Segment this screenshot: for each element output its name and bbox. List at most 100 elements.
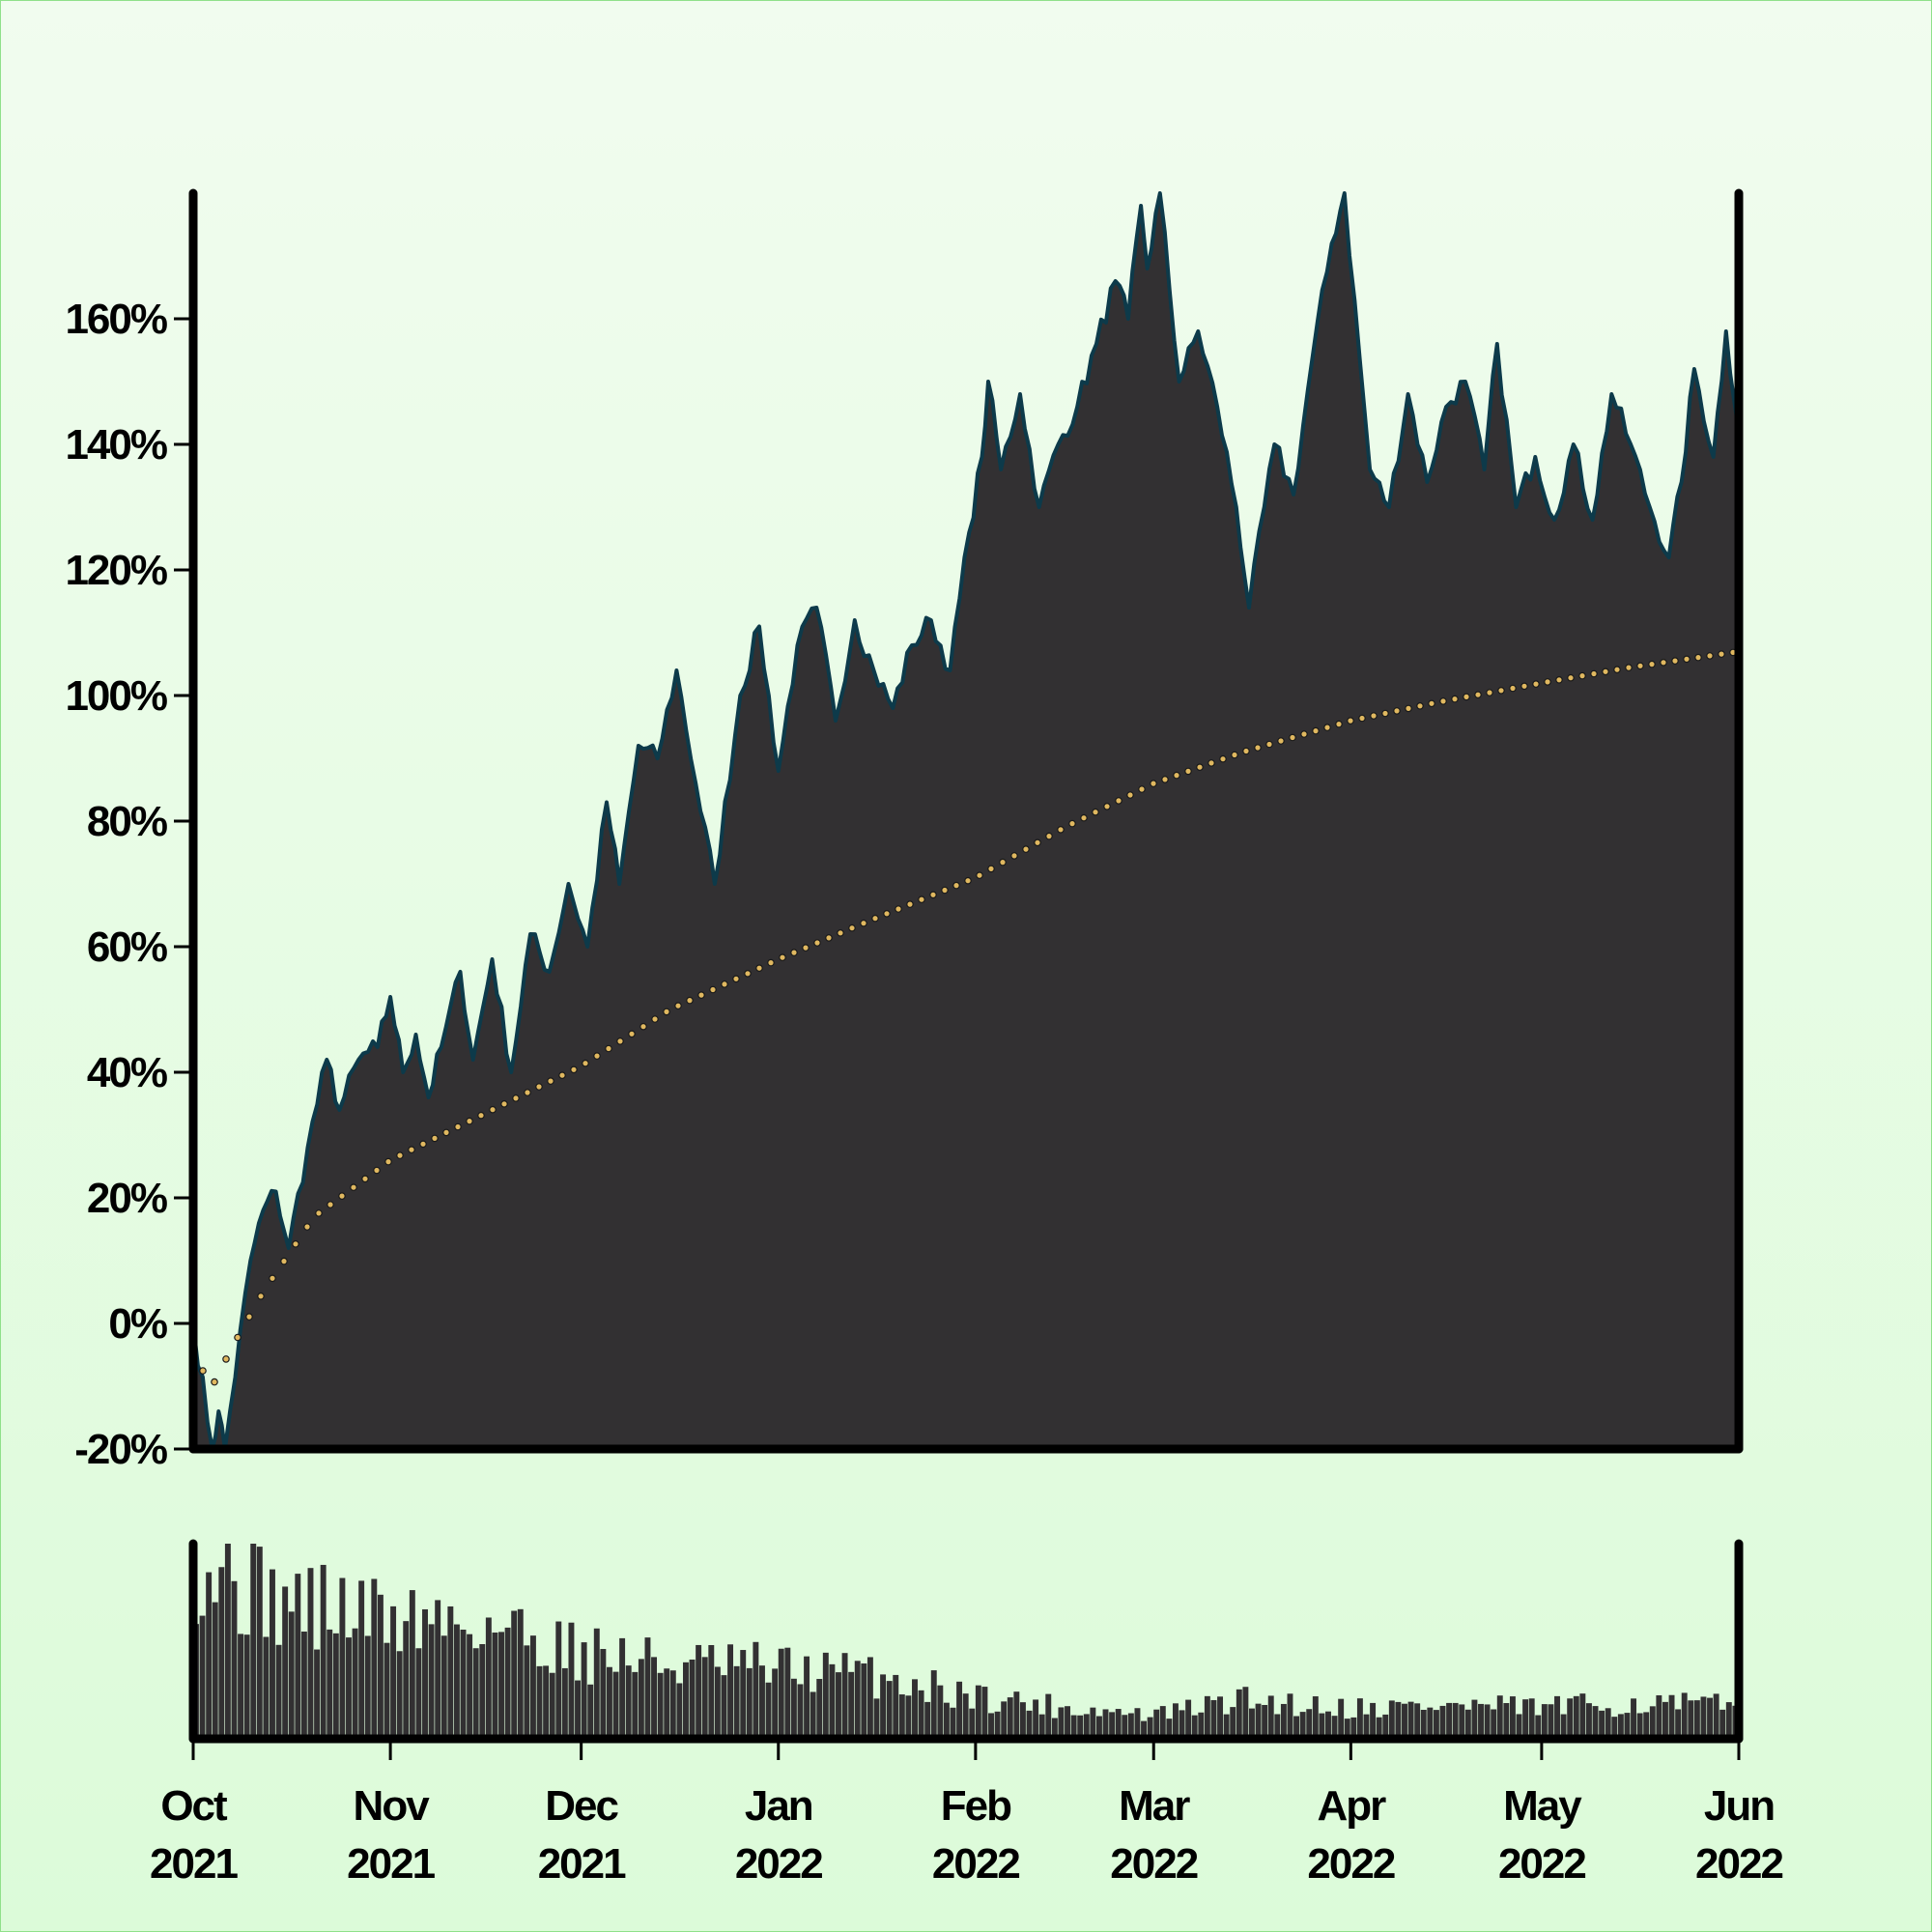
average-dot [338, 1192, 346, 1200]
average-dot [1103, 802, 1111, 810]
volume-bar [1255, 1703, 1262, 1739]
volume-bar [1605, 1708, 1611, 1739]
x-tick-month-label: Mar [1119, 1782, 1190, 1830]
average-dot [732, 975, 740, 983]
average-dot [303, 1223, 311, 1231]
volume-bar [1141, 1720, 1147, 1739]
volume-bar [288, 1611, 295, 1739]
x-tick-year-label: 2022 [735, 1840, 822, 1888]
volume-bar [714, 1666, 721, 1739]
average-dot [315, 1209, 323, 1217]
volume-bar [498, 1632, 504, 1739]
volume-bar [212, 1602, 218, 1739]
volume-bar [1509, 1696, 1516, 1739]
average-dot [976, 871, 983, 880]
volume-bar [1249, 1708, 1255, 1739]
volume-bar [587, 1684, 594, 1739]
volume-bar [1446, 1702, 1453, 1739]
price-line [191, 191, 1741, 1451]
average-dot [1532, 680, 1540, 688]
volume-bar [696, 1644, 702, 1739]
average-dot [860, 919, 867, 927]
volume-bar [600, 1649, 607, 1739]
volume-bar [950, 1707, 956, 1739]
x-tick-month-label: Jun [1704, 1782, 1774, 1830]
average-dot [1115, 797, 1122, 805]
volume-bar [1548, 1704, 1554, 1739]
volume-bar [479, 1644, 486, 1739]
volume-bar [1459, 1704, 1465, 1739]
volume-bar [1026, 1710, 1033, 1739]
average-dot [1381, 709, 1389, 718]
average-dot [1451, 695, 1459, 703]
volume-bar [854, 1661, 861, 1739]
average-dot [1254, 744, 1262, 752]
volume-bar [804, 1656, 810, 1739]
volume-bar [1471, 1699, 1478, 1739]
average-dot [396, 1151, 404, 1159]
volume-bar [320, 1564, 327, 1739]
volume-bar [753, 1641, 759, 1739]
y-tick-label: 80% [87, 798, 167, 845]
average-dot [848, 923, 856, 932]
volume-bar [561, 1667, 568, 1739]
volume-bar [638, 1659, 644, 1739]
y-tick-label: 60% [87, 923, 167, 971]
average-dot [1242, 747, 1250, 755]
average-dot [952, 881, 960, 890]
x-tick-year-label: 2022 [1307, 1840, 1394, 1888]
volume-bar [1560, 1714, 1567, 1739]
average-dot [906, 900, 914, 908]
volume-bar [485, 1617, 492, 1739]
volume-bar [524, 1645, 530, 1739]
volume-bar [1420, 1709, 1427, 1739]
volume-bar [1051, 1718, 1058, 1739]
average-dot [813, 939, 821, 947]
average-dot [222, 1355, 230, 1363]
y-tick-label: 0% [108, 1300, 166, 1348]
volume-bar [740, 1650, 747, 1739]
volume-bar [701, 1657, 708, 1739]
average-dot [454, 1122, 462, 1131]
volume-bar [1464, 1709, 1471, 1739]
average-dot [1173, 771, 1180, 780]
volume-bar [1636, 1713, 1643, 1739]
volume-bar [1388, 1700, 1395, 1739]
volume-bar [1452, 1702, 1459, 1739]
volume-bar [1198, 1712, 1205, 1739]
volume-bar [1693, 1700, 1700, 1739]
volume-bar [1115, 1709, 1122, 1739]
volume-bar [893, 1674, 899, 1739]
average-dot [1486, 689, 1493, 696]
average-dot [1358, 714, 1366, 723]
volume-bar [1484, 1704, 1491, 1739]
volume-bar [1159, 1706, 1166, 1739]
average-dot [500, 1100, 508, 1108]
y-axis-ticks: -20% 0% 20% 40% 60% 80% 100% 120% 140% 160% [65, 296, 193, 1473]
volume-bar [886, 1681, 893, 1739]
average-dot [1590, 669, 1598, 678]
average-dot [1544, 678, 1551, 686]
volume-bar [924, 1701, 931, 1739]
average-dot [1323, 724, 1331, 731]
average-dot [257, 1293, 265, 1300]
average-dot [1196, 763, 1204, 772]
average-dot [350, 1183, 357, 1192]
average-dot [1578, 671, 1586, 680]
average-dot [1265, 740, 1273, 749]
average-dot [999, 858, 1007, 867]
volume-bar [937, 1685, 944, 1739]
volume-bar [1478, 1703, 1484, 1739]
average-dot [1718, 650, 1725, 658]
average-dot [524, 1089, 531, 1096]
volume-bar [346, 1637, 352, 1739]
volume-bar [829, 1663, 836, 1739]
volume-bar [1662, 1701, 1668, 1739]
volume-bar [1095, 1716, 1102, 1739]
average-dot [280, 1257, 288, 1265]
average-dot [512, 1094, 520, 1102]
volume-bar [300, 1631, 307, 1739]
volume-bar [1707, 1697, 1714, 1739]
volume-bar [307, 1568, 314, 1739]
